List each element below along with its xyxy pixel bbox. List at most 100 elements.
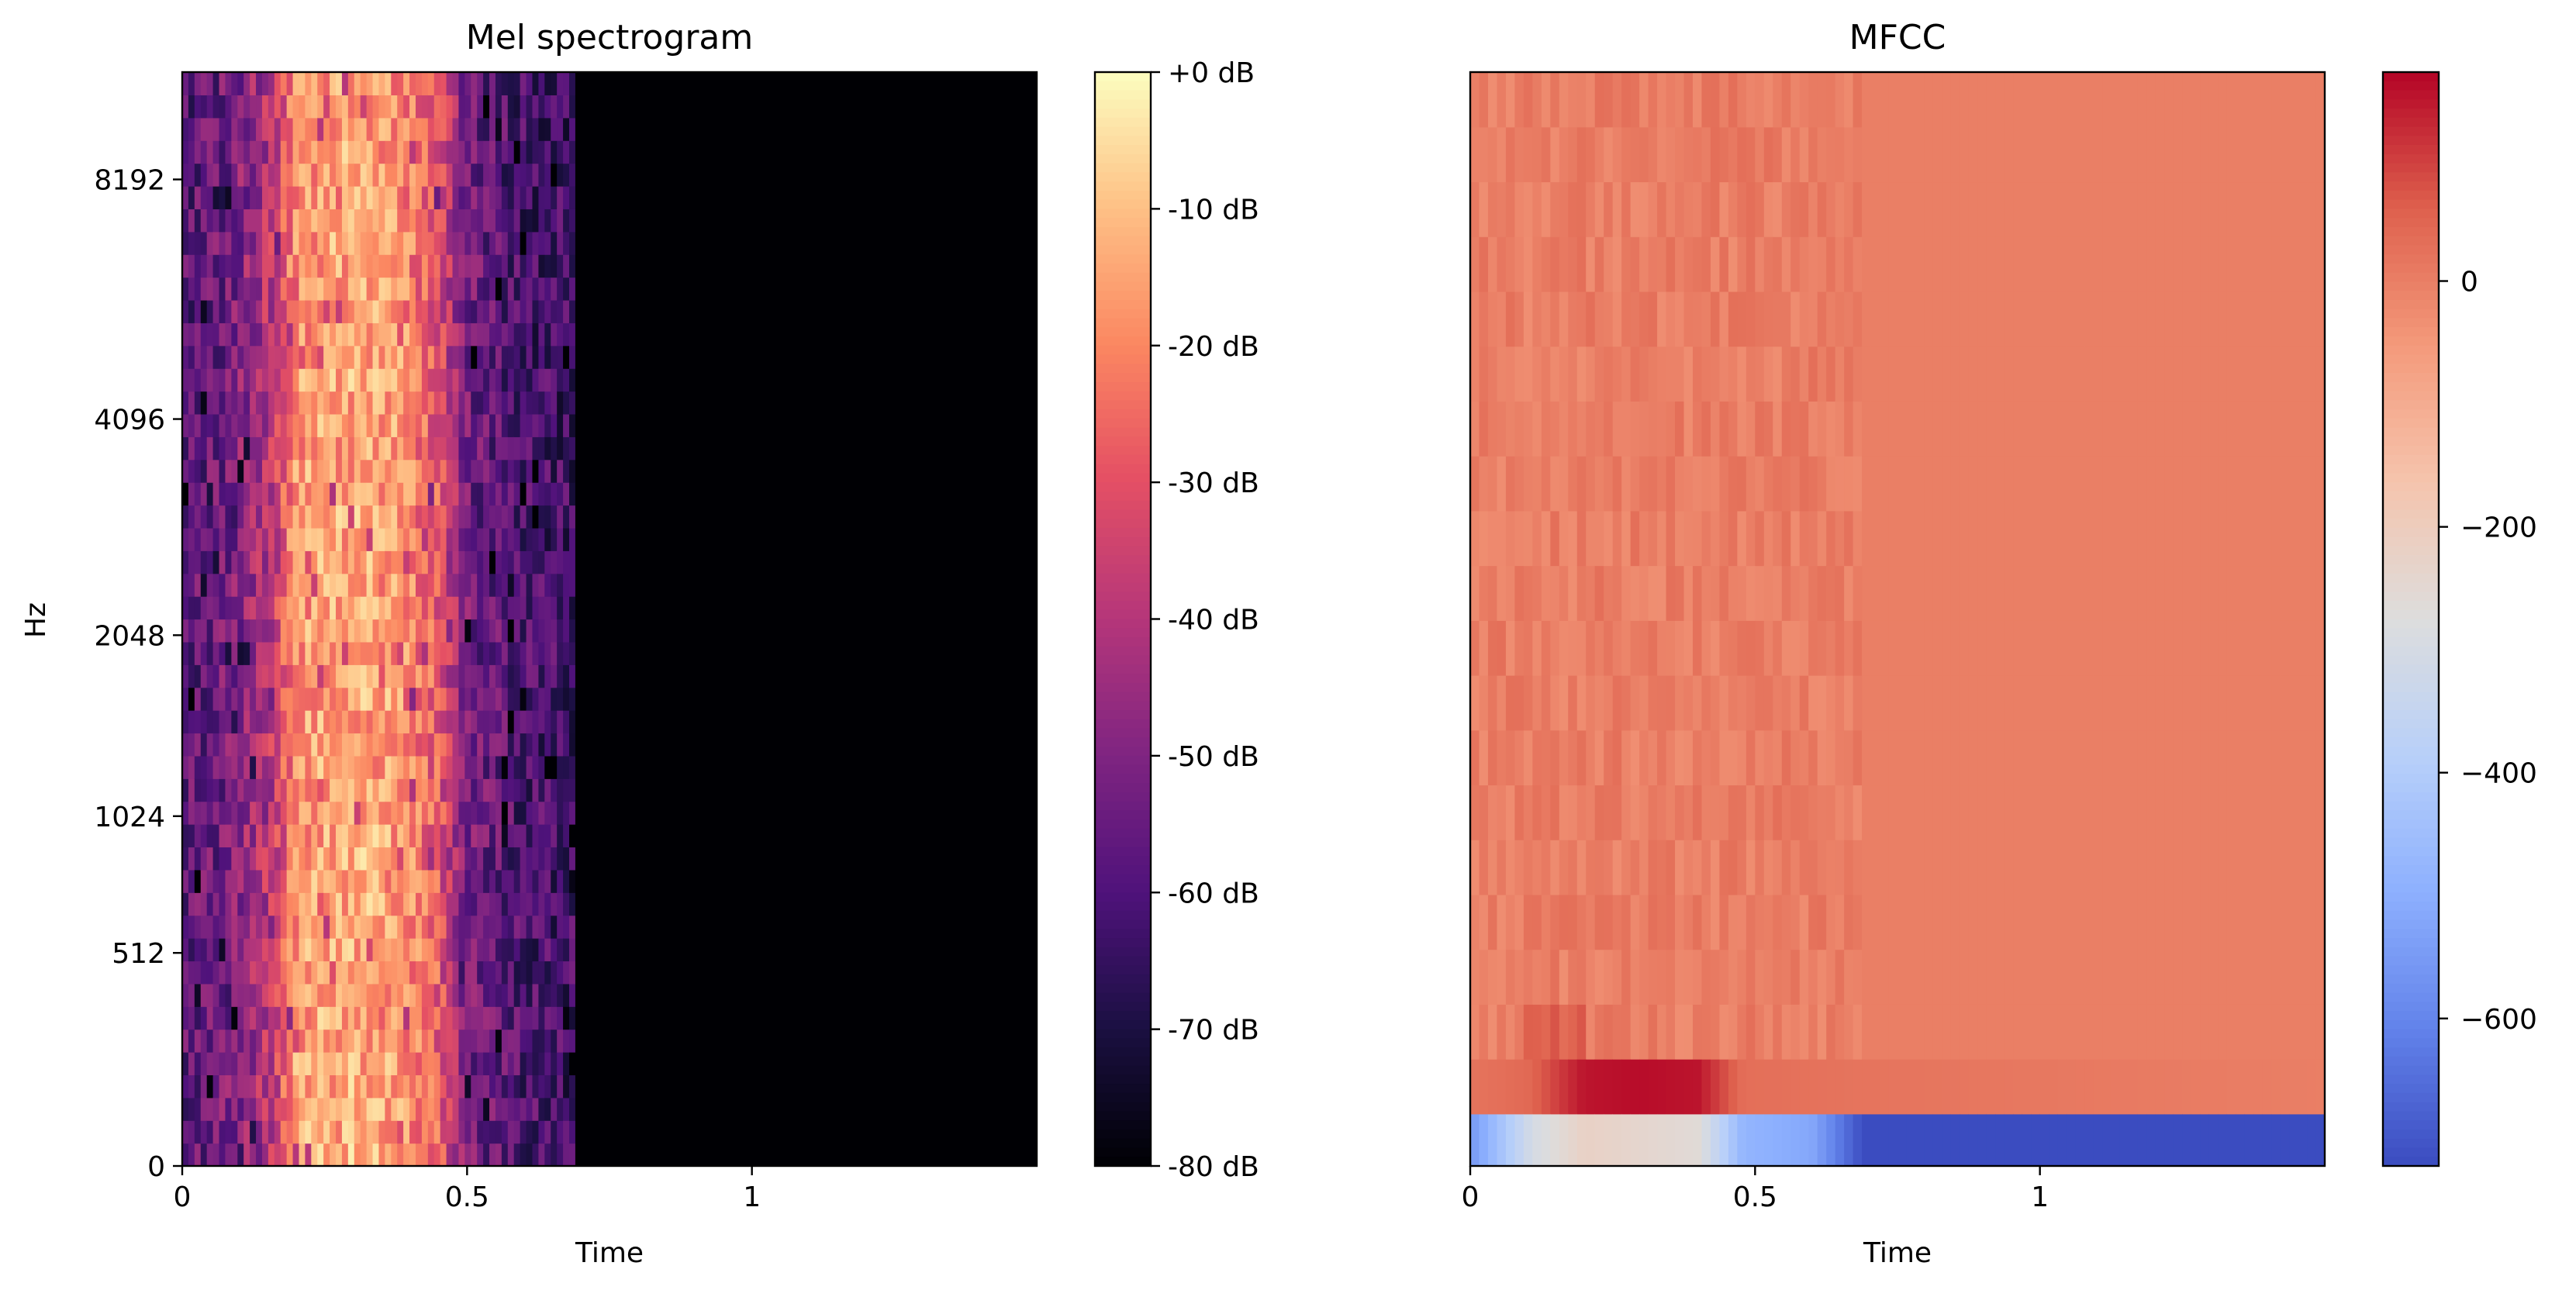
mfcc-cell [1915, 785, 1925, 840]
mel-cell [501, 72, 509, 95]
mel-cell [538, 277, 545, 301]
mfcc-cell [1514, 72, 1525, 128]
mel-cell [569, 1006, 576, 1030]
mfcc-cell [1594, 620, 1604, 676]
mel-cell [385, 573, 392, 597]
mfcc-cell [1710, 291, 1721, 347]
mel-cell [569, 1052, 576, 1076]
mel-cell [385, 801, 392, 825]
mel-cell [261, 550, 269, 574]
mel-cell [188, 1143, 195, 1167]
mel-cell [415, 413, 423, 437]
mfcc-cell [2226, 126, 2236, 183]
mfcc-cell [1657, 1113, 1667, 1167]
mel-cell [569, 869, 576, 893]
mel-cell [188, 72, 195, 95]
mel-cell [551, 527, 558, 551]
mel-cell [440, 1006, 447, 1030]
mfcc-cell [2146, 291, 2156, 347]
mel-cell [366, 869, 374, 893]
mel-cell [256, 1006, 263, 1030]
mfcc-cell [1568, 949, 1578, 1005]
mel-cell [483, 527, 490, 551]
mfcc-cell [2236, 840, 2246, 895]
mel-cell [433, 641, 441, 665]
mel-cell [347, 710, 355, 734]
mel-cell [188, 231, 195, 255]
mel-cell [433, 596, 441, 620]
mfcc-cell [1932, 346, 1942, 402]
mel-cell [360, 983, 368, 1007]
mfcc-cell [1710, 236, 1721, 292]
mel-cell [330, 185, 337, 209]
mfcc-cell [1915, 894, 1925, 950]
mel-cell [446, 1029, 454, 1053]
mel-cell [225, 1006, 232, 1030]
mfcc-cell [1986, 894, 1996, 950]
mel-cell [569, 915, 576, 939]
mel-colorbar-step [1095, 1147, 1151, 1157]
mel-colorbar-step [1095, 190, 1151, 201]
mfcc-cell [1550, 730, 1560, 786]
mfcc-cell [1906, 620, 1916, 676]
mel-cell [268, 345, 275, 369]
mel-cell [495, 1143, 502, 1167]
mel-cell [538, 345, 545, 369]
mfcc-cell [1612, 1059, 1622, 1115]
mfcc-cell [2200, 1113, 2210, 1167]
mel-cell [489, 505, 496, 529]
mel-cell [458, 345, 465, 369]
mel-cell [237, 391, 244, 415]
mel-cell [483, 299, 490, 323]
mel-cell [477, 983, 484, 1007]
mfcc-cell [1746, 620, 1756, 676]
mel-cell [225, 277, 232, 301]
mel-cell [520, 277, 527, 301]
mel-cell [391, 209, 398, 233]
mfcc-cell [1479, 620, 1489, 676]
mfcc-cell [1897, 894, 1908, 950]
mfcc-cell [1568, 1004, 1578, 1060]
mel-cell [526, 1120, 534, 1144]
mfcc-cell [1666, 72, 1676, 128]
mel-cell [366, 892, 374, 916]
mel-cell [440, 436, 447, 460]
mfcc-cell [1897, 72, 1908, 128]
mel-cell [200, 641, 208, 665]
mel-cell [403, 459, 410, 483]
mfcc-cell [1880, 72, 1890, 128]
mel-cell [526, 596, 534, 620]
mel-cell [433, 322, 441, 347]
mel-cell [458, 824, 465, 848]
mel-cell [378, 573, 385, 597]
mel-cell [532, 1052, 539, 1076]
mfcc-cell [2200, 894, 2210, 950]
mfcc-cell [1862, 565, 1872, 621]
mel-cell [317, 1029, 324, 1053]
mel-cell [544, 391, 551, 415]
mfcc-cell [2039, 181, 2049, 237]
mel-cell [446, 1120, 454, 1144]
mel-cell [323, 140, 330, 164]
mel-cell [311, 72, 318, 95]
mfcc-cell [1880, 401, 1890, 457]
mel-colorbar-step [1095, 1129, 1151, 1140]
mel-cell [231, 299, 238, 323]
mfcc-cell [1532, 236, 1542, 292]
mfcc-cell [1737, 126, 1747, 183]
mfcc-cell [1853, 181, 1863, 237]
mfcc-cell [2191, 510, 2201, 567]
mel-cell [421, 1120, 429, 1144]
mfcc-cell [1479, 730, 1489, 786]
mel-cell [323, 1006, 330, 1030]
mel-cell [501, 322, 509, 347]
mfcc-cell [1683, 346, 1694, 402]
mel-cell [323, 915, 330, 939]
mel-cell [317, 596, 324, 620]
mfcc-cell [1968, 785, 1978, 840]
mfcc-cell [1835, 730, 1845, 786]
mel-cell [360, 869, 368, 893]
mel-cell [440, 641, 447, 665]
mfcc-cell [2226, 181, 2236, 237]
mel-cell [391, 1143, 398, 1167]
